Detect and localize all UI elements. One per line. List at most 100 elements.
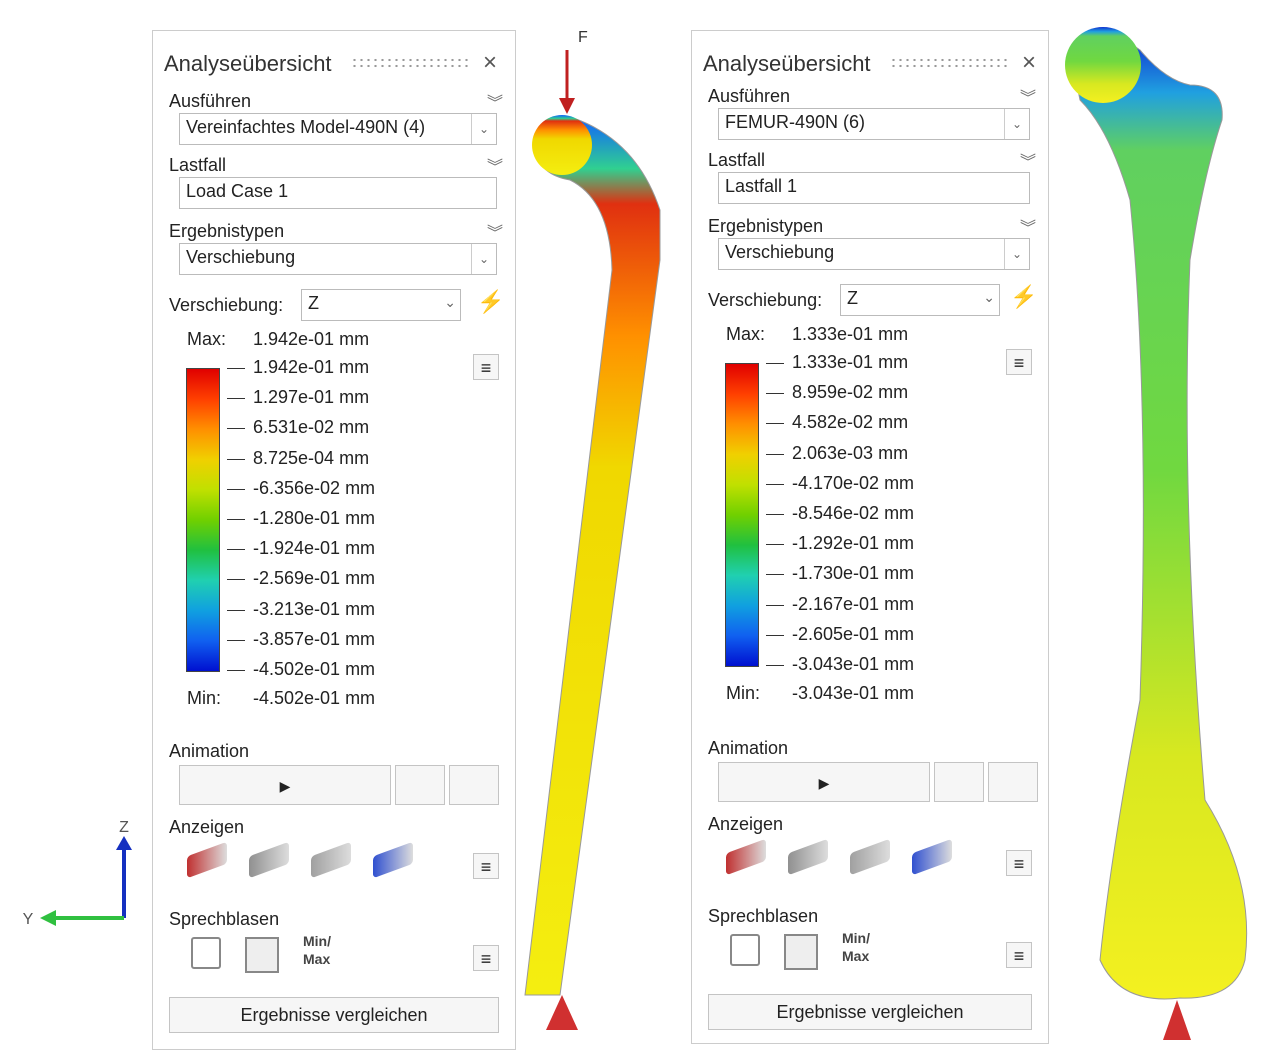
- component-label: Verschiebung:: [708, 290, 822, 311]
- legend-label: 8.959e-02 mm: [792, 382, 908, 403]
- refresh-icon[interactable]: ⚡: [477, 289, 504, 315]
- minmax-option[interactable]: Max: [842, 948, 869, 964]
- color-bar: [725, 363, 759, 667]
- play-button[interactable]: ▶: [179, 765, 391, 805]
- collapse-toggle[interactable]: ︾: [487, 89, 503, 113]
- legend-label: -2.167e-01 mm: [792, 594, 914, 615]
- dots: [890, 57, 1008, 69]
- legend-tick: [766, 454, 784, 455]
- legend-tick: [227, 368, 245, 369]
- refresh-icon[interactable]: ⚡: [1010, 284, 1037, 310]
- min-label: Min:: [187, 688, 221, 709]
- legend-label: -4.170e-02 mm: [792, 473, 914, 494]
- legend-label: -2.605e-01 mm: [792, 624, 914, 645]
- collapse-toggle[interactable]: ︾: [1020, 214, 1036, 238]
- legend-label: 1.297e-01 mm: [253, 387, 369, 408]
- legend-tick: [766, 393, 784, 394]
- collapse-toggle[interactable]: ︾: [1020, 148, 1036, 172]
- panel-title: Analyseübersicht: [703, 51, 871, 77]
- dropdown[interactable]: Verschiebung⌄: [718, 238, 1030, 270]
- callout-option[interactable]: [784, 934, 818, 970]
- display-option[interactable]: [311, 842, 351, 879]
- legend-menu[interactable]: ≡: [1006, 349, 1032, 375]
- legend-label: -1.280e-01 mm: [253, 508, 375, 529]
- legend-tick: [766, 484, 784, 485]
- legend-label: 4.582e-02 mm: [792, 412, 908, 433]
- legend-label: -1.292e-01 mm: [792, 533, 914, 554]
- callout-option[interactable]: [730, 934, 760, 966]
- display-option[interactable]: [912, 839, 952, 876]
- display-option[interactable]: [373, 842, 413, 879]
- collapse-toggle[interactable]: ︾: [1020, 84, 1036, 108]
- analysis-panel: Analyseübersicht×Ausführen︾FEMUR-490N (6…: [691, 30, 1049, 1044]
- display-option[interactable]: [187, 842, 227, 879]
- text-input[interactable]: Load Case 1: [179, 177, 497, 209]
- dropdown[interactable]: Vereinfachtes Model-490N (4)⌄: [179, 113, 497, 145]
- legend-tick: [766, 605, 784, 606]
- max-label: Max:: [187, 329, 226, 350]
- dropdown[interactable]: FEMUR-490N (6)⌄: [718, 108, 1030, 140]
- close-button[interactable]: ×: [1022, 49, 1036, 77]
- animation-settings[interactable]: [934, 762, 984, 802]
- text-input[interactable]: Lastfall 1: [718, 172, 1030, 204]
- animation-speed[interactable]: [988, 762, 1038, 802]
- min-value: -3.043e-01 mm: [792, 683, 914, 704]
- callouts-menu[interactable]: ≡: [473, 945, 499, 971]
- display-option[interactable]: [726, 839, 766, 876]
- legend-label: 1.333e-01 mm: [792, 352, 908, 373]
- compare-button[interactable]: Ergebnisse vergleichen: [169, 997, 499, 1033]
- min-value: -4.502e-01 mm: [253, 688, 375, 709]
- animation-label: Animation: [169, 741, 249, 762]
- legend-label: 8.725e-04 mm: [253, 448, 369, 469]
- dropdown-arrow: ⌄: [1004, 109, 1029, 139]
- collapse-toggle[interactable]: ︾: [487, 219, 503, 243]
- display-option[interactable]: [249, 842, 289, 879]
- callout-option[interactable]: [245, 937, 279, 973]
- display-option[interactable]: [850, 839, 890, 876]
- component-dropdown[interactable]: Z⌄: [301, 289, 461, 321]
- panel-title: Analyseübersicht: [164, 51, 332, 77]
- minmax-option[interactable]: Min/: [842, 930, 870, 946]
- max-label: Max:: [726, 324, 765, 345]
- animation-speed[interactable]: [449, 765, 499, 805]
- legend-tick: [766, 544, 784, 545]
- dropdown[interactable]: Verschiebung⌄: [179, 243, 497, 275]
- y-axis-head: [40, 910, 56, 926]
- dropdown-arrow: ⌄: [444, 294, 456, 311]
- legend-label: -2.569e-01 mm: [253, 568, 375, 589]
- collapse-toggle[interactable]: ︾: [487, 153, 503, 177]
- close-button[interactable]: ×: [483, 49, 497, 77]
- callouts-label: Sprechblasen: [708, 906, 818, 927]
- legend-tick: [766, 574, 784, 575]
- section-label: Ergebnistypen: [169, 221, 284, 242]
- section-label: Lastfall: [169, 155, 226, 176]
- display-menu[interactable]: ≡: [1006, 850, 1032, 876]
- max-value: 1.333e-01 mm: [792, 324, 908, 345]
- legend-tick: [227, 670, 245, 671]
- play-button[interactable]: ▶: [718, 762, 930, 802]
- legend-tick: [227, 519, 245, 520]
- minmax-option[interactable]: Min/: [303, 933, 331, 949]
- legend-label: -3.857e-01 mm: [253, 629, 375, 650]
- minmax-option[interactable]: Max: [303, 951, 330, 967]
- legend-tick: [766, 665, 784, 666]
- min-label: Min:: [726, 683, 760, 704]
- screenshot: Z Y F Analyseübersicht×Ausführen︾Vereinf…: [0, 0, 1270, 1052]
- legend-tick: [227, 640, 245, 641]
- display-menu[interactable]: ≡: [473, 853, 499, 879]
- legend-tick: [227, 610, 245, 611]
- callout-option[interactable]: [191, 937, 221, 969]
- legend-tick: [227, 459, 245, 460]
- support: [546, 995, 578, 1030]
- z-axis-head: [116, 836, 132, 850]
- dropdown-arrow: ⌄: [1004, 239, 1029, 269]
- animation-settings[interactable]: [395, 765, 445, 805]
- max-value: 1.942e-01 mm: [253, 329, 369, 350]
- compare-button[interactable]: Ergebnisse vergleichen: [708, 994, 1032, 1030]
- legend-menu[interactable]: ≡: [473, 354, 499, 380]
- component-dropdown[interactable]: Z⌄: [840, 284, 1000, 316]
- legend-tick: [766, 514, 784, 515]
- legend-label: 1.942e-01 mm: [253, 357, 369, 378]
- display-option[interactable]: [788, 839, 828, 876]
- callouts-menu[interactable]: ≡: [1006, 942, 1032, 968]
